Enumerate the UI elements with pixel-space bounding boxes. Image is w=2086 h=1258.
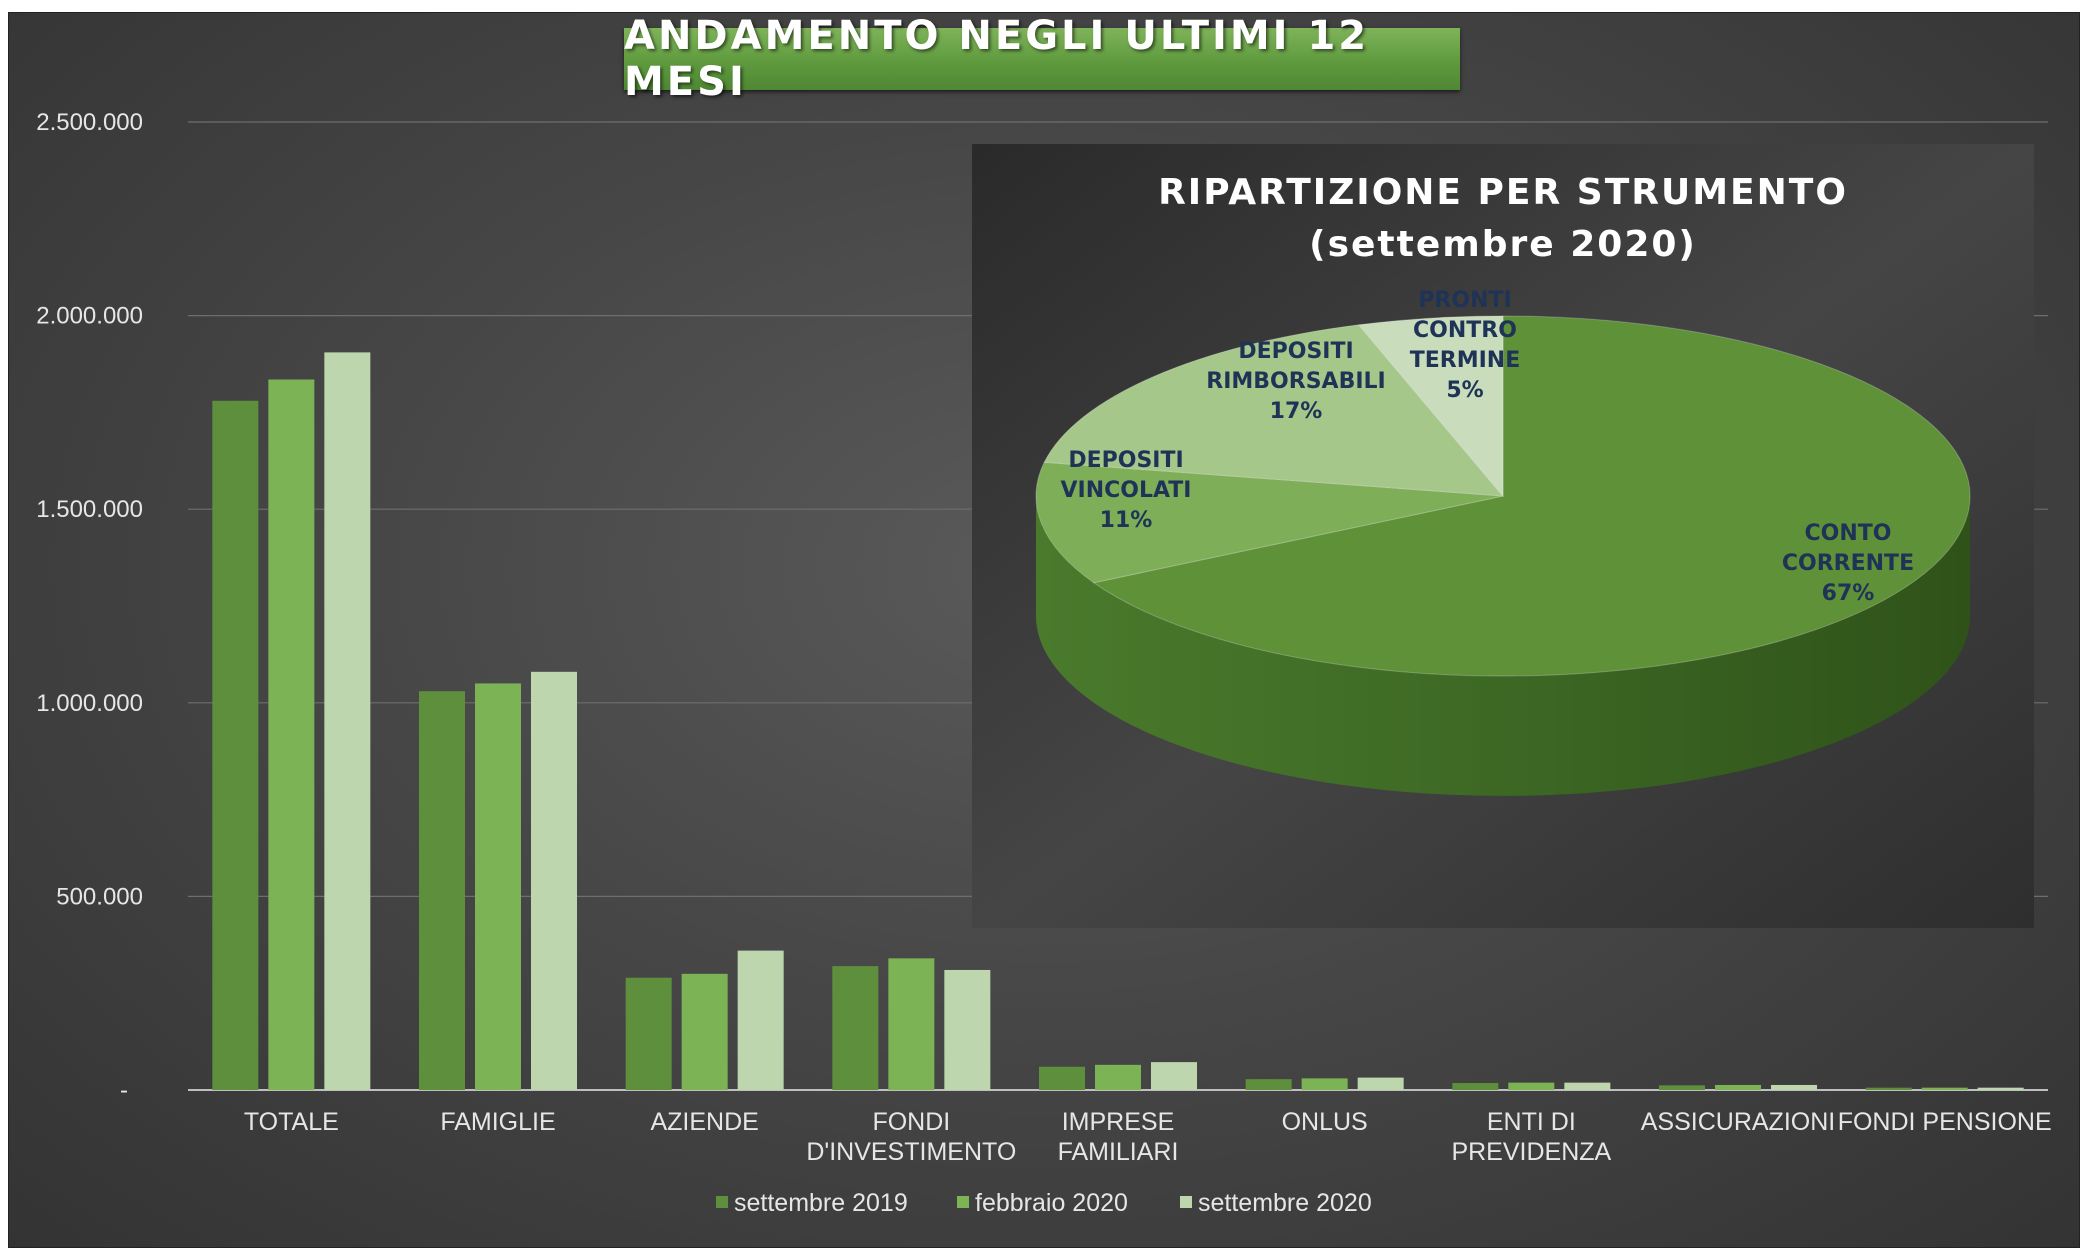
bar <box>212 400 259 1090</box>
bar <box>1357 1077 1404 1090</box>
pie-slice <box>1043 324 1505 497</box>
bar <box>475 683 521 1090</box>
legend-swatch <box>716 1196 728 1208</box>
bar <box>1452 1083 1499 1090</box>
bar <box>419 691 465 1090</box>
bar <box>888 958 935 1090</box>
x-tick-label: ENTI DI <box>1487 1108 1576 1136</box>
x-tick-label: ONLUS <box>1282 1108 1368 1136</box>
legend: settembre 2019 febbraio 2020 settembre 202… <box>716 1189 1372 1217</box>
pie-label: DEPOSITI <box>1238 339 1353 364</box>
x-tick-label: D'INVESTIMENTO <box>806 1138 1016 1166</box>
bar <box>324 352 371 1090</box>
x-tick-label: FAMIGLIE <box>440 1108 555 1136</box>
pie-slice <box>1035 461 1504 584</box>
bar <box>1508 1082 1555 1090</box>
pie-label: TERMINE <box>1410 348 1521 373</box>
bar <box>1095 1064 1141 1090</box>
y-tick-label: 1.000.000 <box>36 690 143 717</box>
pie-label: PRONTI <box>1418 288 1511 313</box>
bar <box>531 671 577 1090</box>
bar <box>1039 1066 1085 1090</box>
x-tick-label: FONDI PENSIONE <box>1838 1108 2052 1136</box>
x-axis: TOTALE FAMIGLIE AZIENDE FONDID'INVESTIMENTO… <box>244 1108 2052 1166</box>
bar <box>268 379 315 1090</box>
bars <box>212 352 2024 1090</box>
y-tick-label: 2.000.000 <box>36 303 143 330</box>
legend-swatch <box>957 1196 969 1208</box>
legend-label: settembre 2019 <box>734 1189 908 1217</box>
x-tick-label: TOTALE <box>244 1108 339 1136</box>
y-tick-label: 2.500.000 <box>36 109 143 136</box>
bar <box>1715 1084 1761 1090</box>
x-tick-label: FONDI <box>872 1108 950 1136</box>
bar <box>1301 1078 1348 1090</box>
bar <box>944 969 991 1090</box>
legend-swatch <box>1180 1196 1192 1208</box>
y-tick-label: 500.000 <box>56 883 143 910</box>
x-tick-label: ASSICURAZIONI <box>1641 1108 1835 1136</box>
bar <box>1771 1084 1817 1090</box>
pie-title: RIPARTIZIONE PER STRUMENTO <box>1158 172 1848 213</box>
pie-side <box>1036 496 1970 796</box>
chart-title-box: ANDAMENTO NEGLI ULTIMI 12 MESI <box>624 13 1460 105</box>
x-tick-label: FAMILIARI <box>1058 1138 1179 1166</box>
pie-label: RIMBORSABILI <box>1206 369 1385 394</box>
y-tick-label: - <box>120 1077 128 1104</box>
pie-slice <box>1357 315 1504 498</box>
bar <box>832 966 879 1090</box>
pie-title: (settembre 2020) <box>1309 224 1697 265</box>
pie-label: CORRENTE <box>1782 551 1914 576</box>
pie-label: 17% <box>1270 399 1323 424</box>
bar <box>1659 1085 1705 1090</box>
y-axis: - 500.000 1.000.000 1.500.000 2.000.000 2.500… <box>36 109 143 1104</box>
pie-label: 11% <box>1100 508 1153 533</box>
pie-slice <box>1092 315 1971 677</box>
pie-label: CONTO <box>1805 521 1892 546</box>
bar <box>625 977 672 1090</box>
pie-label: 67% <box>1822 581 1875 606</box>
pie-inset: RIPARTIZIONE PER STRUMENTO (settembre 202… <box>972 144 2034 928</box>
pie-label: VINCOLATI <box>1060 478 1191 503</box>
bar <box>737 950 784 1090</box>
bar <box>1245 1079 1292 1090</box>
bar <box>1921 1087 1968 1090</box>
legend-label: febbraio 2020 <box>975 1189 1128 1217</box>
chart-title: ANDAMENTO NEGLI ULTIMI 12 MESI <box>624 13 1370 105</box>
bar <box>1564 1082 1611 1090</box>
bar <box>681 973 728 1090</box>
x-tick-label: IMPRESE <box>1062 1108 1175 1136</box>
pie-label: CONTRO <box>1413 318 1517 343</box>
bar <box>1865 1087 1912 1090</box>
bar <box>1151 1062 1197 1090</box>
bar <box>1977 1087 2024 1090</box>
x-tick-label: PREVIDENZA <box>1451 1138 1611 1166</box>
legend-label: settembre 2020 <box>1198 1189 1372 1217</box>
y-tick-label: 1.500.000 <box>36 496 143 523</box>
pie-label: DEPOSITI <box>1068 448 1183 473</box>
x-tick-label: AZIENDE <box>650 1108 758 1136</box>
pie-label: 5% <box>1446 378 1483 403</box>
